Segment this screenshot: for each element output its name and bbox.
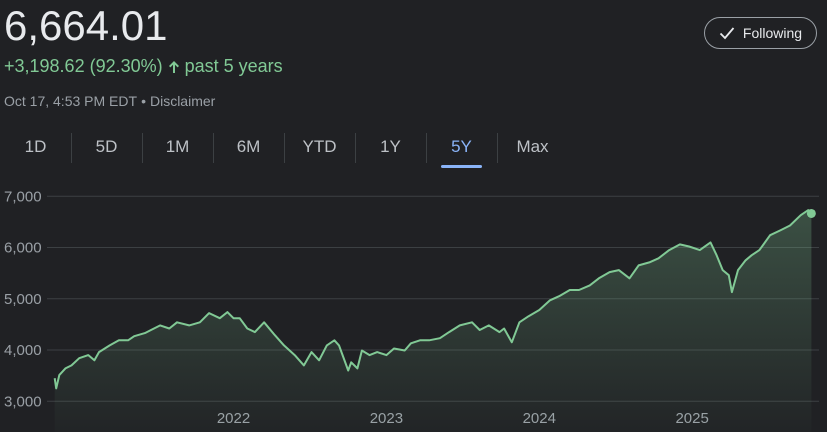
tab-label: 5Y (451, 137, 472, 156)
tab-separator (71, 133, 72, 163)
range-tab[interactable]: 5Y (426, 131, 497, 168)
check-icon (719, 27, 735, 40)
y-tick-label: 4,000 (4, 342, 42, 359)
tab-separator (213, 133, 214, 163)
range-tab[interactable]: 1D (0, 131, 71, 163)
selected-underline (441, 165, 482, 168)
range-tab[interactable]: YTD (284, 131, 355, 163)
range-tab[interactable]: 1Y (355, 131, 426, 163)
tab-label: 1M (165, 137, 190, 156)
price-line (53, 209, 813, 390)
tab-label: 5D (95, 137, 118, 156)
change-row: +3,198.62 (92.30%) past 5 years (4, 56, 283, 77)
change: +3,198.62 (92.30%) (4, 56, 163, 76)
price: 6,664.01 (4, 2, 168, 49)
tab-separator (497, 133, 498, 163)
range-tab[interactable]: 1M (142, 131, 213, 163)
button-label: Following (742, 25, 803, 41)
following-button[interactable]: Following (704, 17, 817, 49)
tab-label: Max (516, 137, 549, 156)
tab-separator (355, 133, 356, 163)
separator: • (141, 93, 146, 109)
tab-separator (142, 133, 143, 163)
tab-separator (426, 133, 427, 163)
tab-label: 1Y (380, 137, 401, 156)
y-tick-label: 5,000 (4, 291, 42, 308)
range-tab[interactable]: 6M (213, 131, 284, 163)
timestamp-row: Oct 17, 4:53 PM EDT • Disclaimer (4, 93, 215, 109)
tab-label: YTD (302, 137, 337, 156)
range-tab[interactable]: Max (497, 131, 568, 163)
range-tabs: 1D 5D 1M 6M YTD 1Y 5Y Max (0, 131, 568, 168)
last-point (806, 208, 816, 218)
disclaimer-link[interactable]: Disclaimer (149, 93, 216, 109)
tab-label: 6M (236, 137, 261, 156)
area-fill (54, 210, 812, 432)
period: past 5 years (184, 56, 283, 76)
y-tick-label: 3,000 (4, 393, 42, 410)
tab-separator (284, 133, 285, 163)
y-tick-label: 6,000 (4, 240, 42, 257)
timestamp: Oct 17, 4:53 PM EDT (4, 93, 138, 109)
tab-label: 1D (24, 137, 47, 156)
y-tick-label: 7,000 (4, 188, 42, 205)
up-arrow-icon (168, 60, 179, 73)
range-tab[interactable]: 5D (71, 131, 142, 163)
